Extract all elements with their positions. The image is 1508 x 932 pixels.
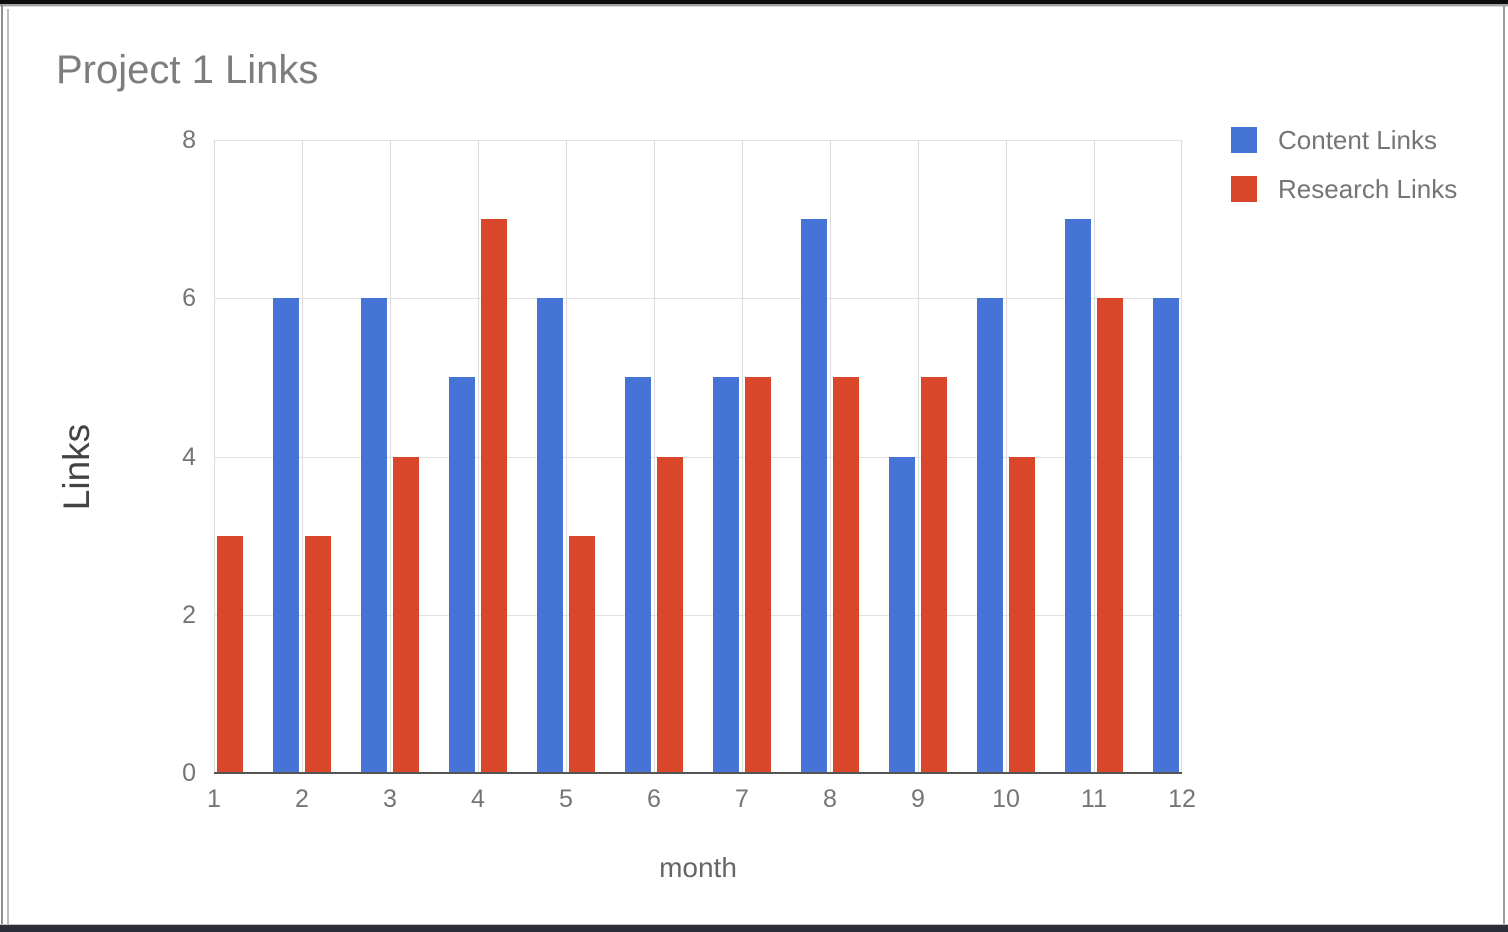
x-gridline-6 bbox=[654, 140, 655, 773]
bottom-edge-strip bbox=[0, 925, 1508, 932]
bar-content-links-month-3[interactable] bbox=[361, 298, 387, 773]
frame-border-left-outer bbox=[1, 4, 3, 925]
y-gridline-8 bbox=[214, 140, 1182, 141]
x-tick-label-7: 7 bbox=[735, 785, 749, 813]
y-tick-label-4: 4 bbox=[182, 442, 196, 471]
legend-item-research-links[interactable]: Research Links bbox=[1231, 176, 1457, 202]
x-tick-label-10: 10 bbox=[992, 785, 1020, 813]
x-tick-label-5: 5 bbox=[559, 785, 573, 813]
bar-content-links-month-10[interactable] bbox=[977, 298, 1003, 773]
bar-research-links-month-1[interactable] bbox=[217, 535, 243, 773]
y-tick-label-2: 2 bbox=[182, 600, 196, 629]
x-tick-label-6: 6 bbox=[647, 785, 661, 813]
x-gridline-1 bbox=[214, 140, 215, 773]
y-gridline-2 bbox=[214, 614, 1182, 616]
bar-content-links-month-5[interactable] bbox=[537, 298, 563, 773]
y-tick-label-6: 6 bbox=[182, 284, 196, 313]
x-gridline-9 bbox=[918, 140, 919, 773]
x-tick-label-8: 8 bbox=[823, 785, 837, 813]
bar-research-links-month-5[interactable] bbox=[569, 535, 595, 773]
bar-research-links-month-6[interactable] bbox=[657, 456, 683, 773]
bar-content-links-month-9[interactable] bbox=[889, 456, 915, 773]
legend: Content Links Research Links bbox=[1231, 127, 1457, 202]
bar-research-links-month-7[interactable] bbox=[745, 377, 771, 773]
y-gridline-4 bbox=[214, 456, 1182, 458]
frame-border-right bbox=[1503, 6, 1505, 925]
x-tick-label-1: 1 bbox=[207, 785, 221, 813]
bar-research-links-month-2[interactable] bbox=[305, 535, 331, 773]
legend-swatch-icon bbox=[1231, 176, 1257, 202]
legend-swatch-icon bbox=[1231, 127, 1257, 153]
bar-content-links-month-11[interactable] bbox=[1065, 219, 1091, 773]
legend-label: Content Links bbox=[1278, 125, 1437, 155]
bar-research-links-month-10[interactable] bbox=[1009, 456, 1035, 773]
bar-content-links-month-7[interactable] bbox=[713, 377, 739, 773]
x-gridline-12 bbox=[1181, 140, 1182, 773]
bar-content-links-month-4[interactable] bbox=[449, 377, 475, 773]
x-axis-baseline bbox=[214, 772, 1182, 774]
x-tick-label-9: 9 bbox=[911, 785, 925, 813]
x-gridline-3 bbox=[390, 140, 391, 773]
bar-content-links-month-8[interactable] bbox=[801, 219, 827, 773]
frame-border-top-highlight bbox=[0, 6, 1508, 7]
x-tick-label-12: 12 bbox=[1168, 785, 1196, 813]
plot-area bbox=[214, 140, 1182, 774]
x-gridline-8 bbox=[830, 140, 831, 773]
legend-item-content-links[interactable]: Content Links bbox=[1231, 127, 1457, 153]
y-gridline-6 bbox=[214, 298, 1182, 300]
bar-research-links-month-8[interactable] bbox=[833, 377, 859, 773]
x-tick-label-3: 3 bbox=[383, 785, 397, 813]
bar-content-links-month-6[interactable] bbox=[625, 377, 651, 773]
x-tick-label-2: 2 bbox=[295, 785, 309, 813]
legend-label: Research Links bbox=[1278, 174, 1458, 204]
bar-research-links-month-3[interactable] bbox=[393, 456, 419, 773]
frame-border-bottom bbox=[0, 924, 1508, 925]
bar-content-links-month-2[interactable] bbox=[273, 298, 299, 773]
bar-research-links-month-9[interactable] bbox=[921, 377, 947, 773]
x-gridline-5 bbox=[566, 140, 567, 773]
chart-title: Project 1 Links bbox=[56, 48, 319, 92]
x-gridline-10 bbox=[1006, 140, 1007, 773]
x-tick-label-4: 4 bbox=[471, 785, 485, 813]
y-tick-label-8: 8 bbox=[182, 126, 196, 154]
frame-border-left-inner bbox=[7, 9, 9, 925]
x-gridline-4 bbox=[478, 140, 479, 773]
frame-border-top bbox=[0, 4, 1508, 6]
y-tick-label-0: 0 bbox=[182, 759, 196, 787]
bar-research-links-month-11[interactable] bbox=[1097, 298, 1123, 773]
x-tick-label-11: 11 bbox=[1081, 785, 1107, 813]
x-axis-title: month bbox=[659, 852, 737, 883]
bar-content-links-month-12[interactable] bbox=[1153, 298, 1179, 773]
x-gridline-2 bbox=[302, 140, 303, 773]
x-gridline-7 bbox=[742, 140, 743, 773]
bar-research-links-month-4[interactable] bbox=[481, 219, 507, 773]
x-gridline-11 bbox=[1094, 140, 1095, 773]
y-axis-title: Links bbox=[56, 423, 97, 511]
top-edge-strip bbox=[0, 0, 1508, 4]
